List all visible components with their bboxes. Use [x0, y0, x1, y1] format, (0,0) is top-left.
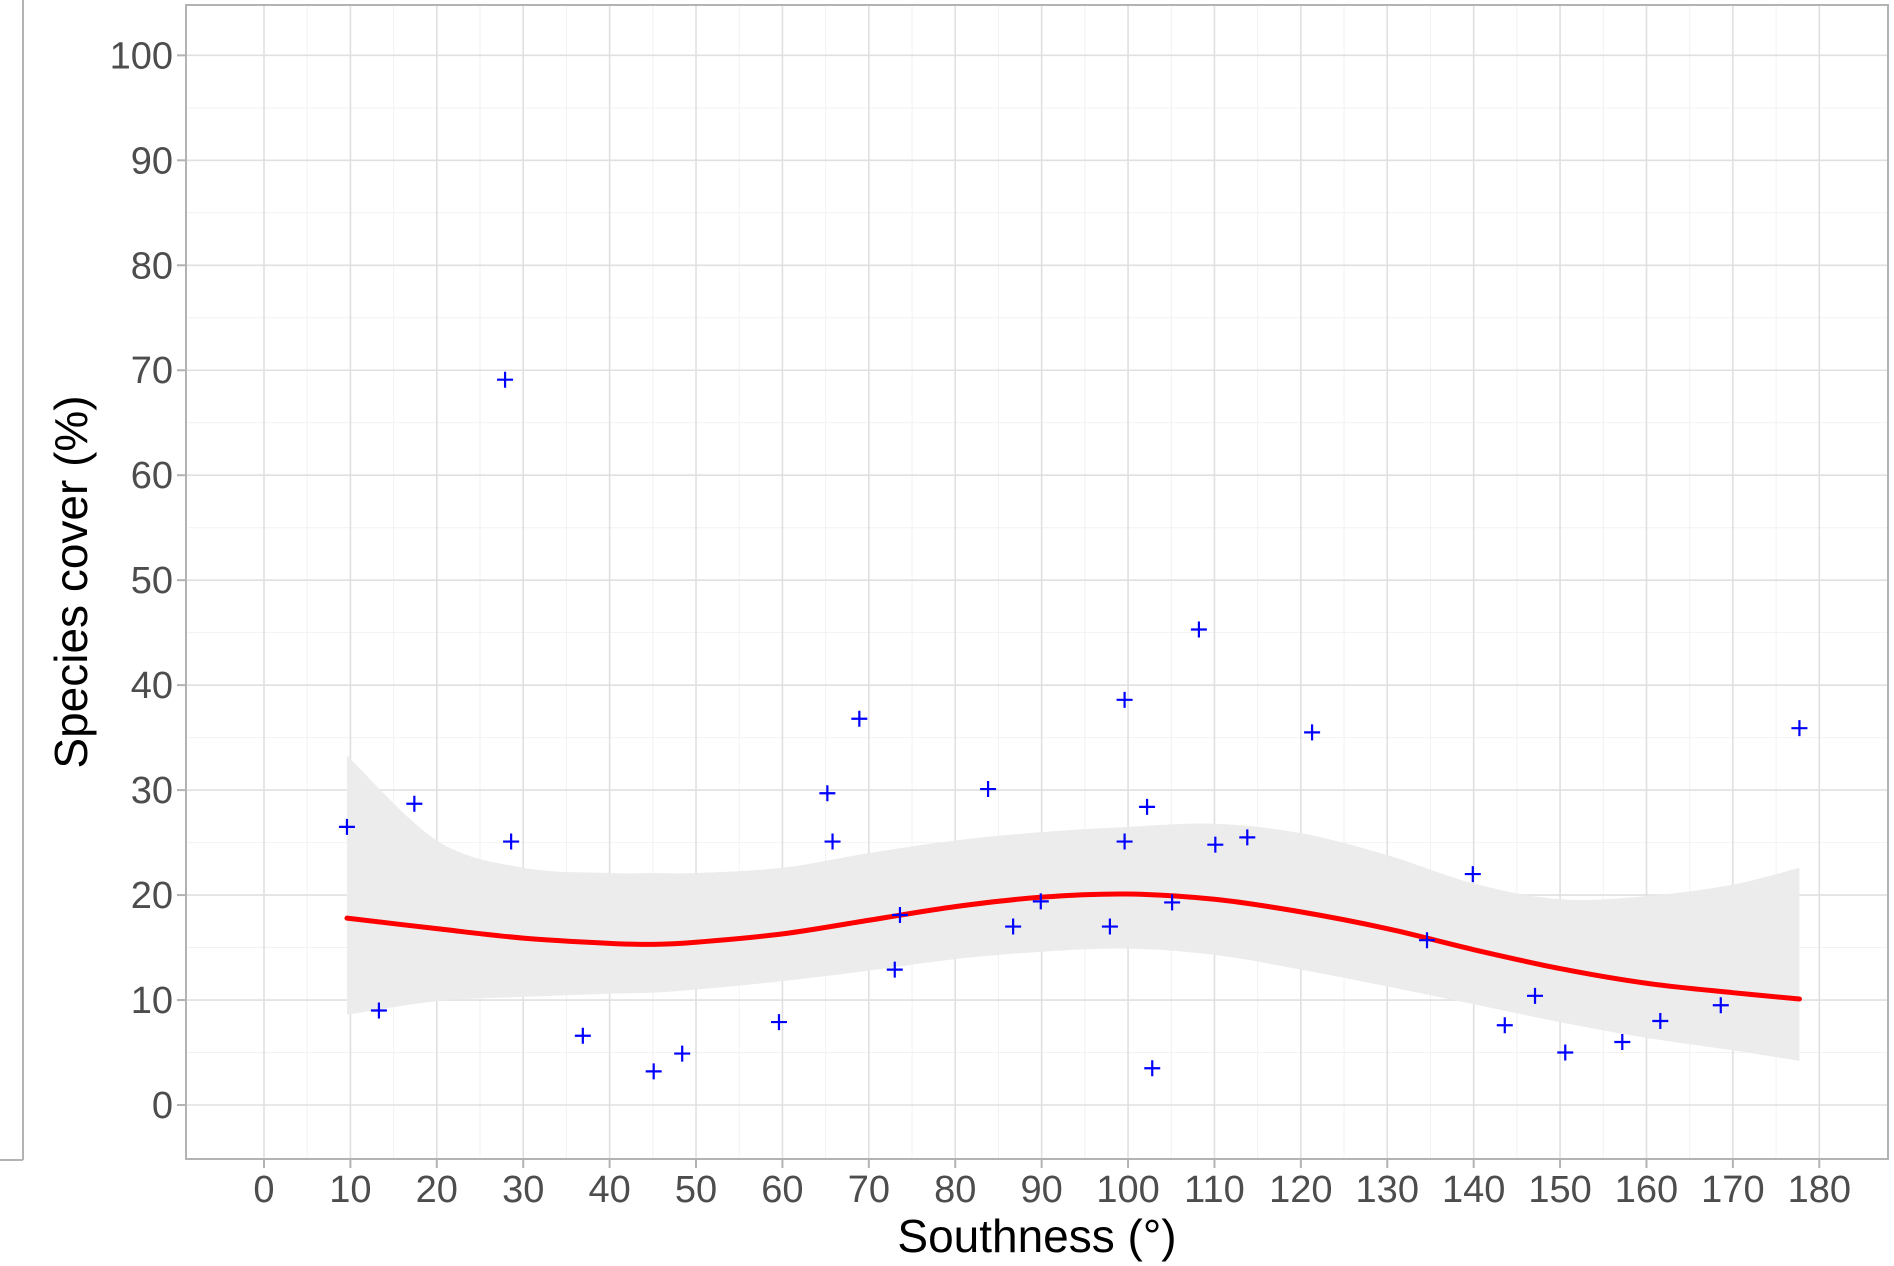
data-point: [1464, 866, 1481, 883]
x-tick-label: 0: [253, 1169, 274, 1211]
y-tick-label: 10: [131, 980, 173, 1022]
data-point: [819, 785, 836, 802]
x-tick-label: 30: [502, 1169, 544, 1211]
x-tick-label: 130: [1356, 1169, 1419, 1211]
data-point: [574, 1027, 591, 1044]
y-tick-label: 30: [131, 770, 173, 812]
data-point: [1139, 798, 1156, 815]
data-point: [891, 907, 908, 924]
data-point: [370, 1002, 387, 1019]
data-point: [1190, 621, 1207, 638]
y-tick-label: 90: [131, 140, 173, 182]
x-tick-label: 170: [1701, 1169, 1764, 1211]
data-point: [1164, 894, 1181, 911]
data-point: [1144, 1060, 1161, 1077]
y-tick-label: 70: [131, 350, 173, 392]
data-point: [1116, 691, 1133, 708]
data-point: [1527, 987, 1544, 1004]
left-panel-edge: [0, 0, 24, 1161]
data-point: [1419, 932, 1436, 949]
data-point: [1557, 1044, 1574, 1061]
plot-panel-border: [185, 4, 1889, 1160]
x-tick-label: 120: [1269, 1169, 1332, 1211]
data-point: [851, 710, 868, 727]
data-point: [1304, 724, 1321, 741]
x-tick-label: 10: [329, 1169, 371, 1211]
y-axis-title: Species cover (%): [45, 395, 97, 768]
data-point: [1614, 1034, 1631, 1051]
x-tick-label: 180: [1788, 1169, 1851, 1211]
confidence-band-layer: [346, 755, 1800, 1061]
data-point: [406, 795, 423, 812]
tick-layer: [177, 54, 1821, 1168]
data-point: [497, 371, 514, 388]
x-tick-label: 140: [1442, 1169, 1505, 1211]
x-axis-title: Southness (°): [897, 1210, 1176, 1262]
data-point: [1239, 829, 1256, 846]
x-tick-label: 40: [588, 1169, 630, 1211]
y-tick-label: 0: [152, 1085, 173, 1127]
y-tick-label: 40: [131, 665, 173, 707]
data-point: [1101, 918, 1118, 935]
tick-label-layer: 0 10 20 30 40 50 60 70 80 90 100 110 120 130 140 150 160…: [110, 35, 1851, 1211]
data-point: [338, 818, 355, 835]
data-point: [824, 833, 841, 850]
x-tick-label: 80: [934, 1169, 976, 1211]
smooth-fit-line: [344, 891, 1802, 1002]
x-tick-label: 100: [1096, 1169, 1159, 1211]
data-point: [1791, 720, 1808, 737]
y-tick-label: 80: [131, 245, 173, 287]
data-point: [674, 1045, 691, 1062]
x-tick-label: 60: [761, 1169, 803, 1211]
x-tick-label: 160: [1615, 1169, 1678, 1211]
y-tick-label: 20: [131, 875, 173, 917]
x-tick-label: 90: [1021, 1169, 1063, 1211]
data-point: [503, 833, 520, 850]
x-tick-label: 20: [416, 1169, 458, 1211]
x-tick-label: 150: [1528, 1169, 1591, 1211]
data-point: [645, 1063, 662, 1080]
data-point: [770, 1014, 787, 1031]
smooth-line-layer: [344, 891, 1802, 1002]
data-point: [886, 961, 903, 978]
x-tick-label: 110: [1184, 1169, 1245, 1211]
data-point: [980, 781, 997, 798]
y-tick-label: 50: [131, 560, 173, 602]
x-tick-label: 70: [848, 1169, 890, 1211]
data-point: [1496, 1017, 1513, 1034]
y-tick-label: 60: [131, 455, 173, 497]
point-layer: [338, 371, 1808, 1080]
confidence-band: [346, 755, 1800, 1061]
data-point: [1032, 893, 1049, 910]
y-tick-label: 100: [110, 35, 173, 77]
x-tick-label: 50: [675, 1169, 717, 1211]
data-point: [1005, 918, 1022, 935]
data-point: [1207, 836, 1224, 853]
data-point: [1712, 997, 1729, 1014]
data-point: [1652, 1013, 1669, 1030]
data-point: [1116, 833, 1133, 850]
